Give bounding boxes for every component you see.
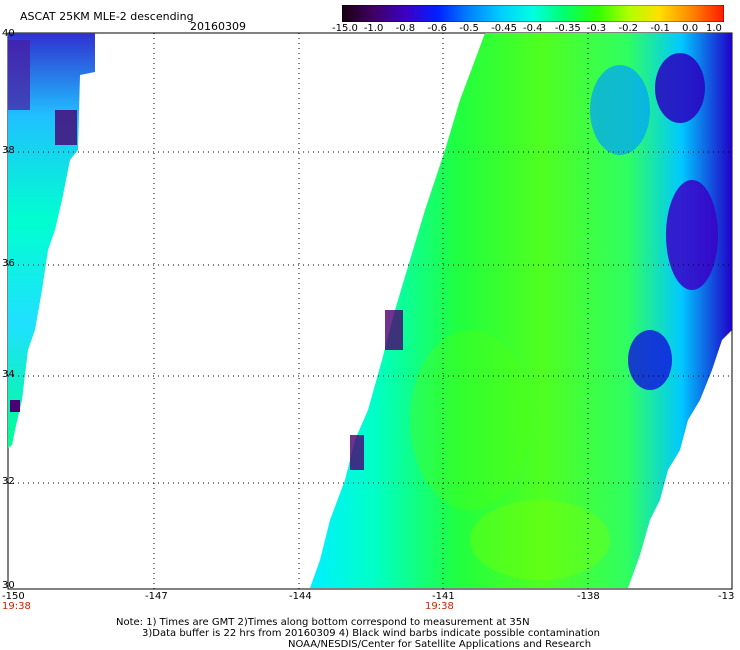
y-tick-label: 36 (2, 258, 15, 269)
map-title: ASCAT 25KM MLE-2 descending (20, 10, 194, 23)
colorbar-label: -0.35 (554, 23, 581, 34)
colorbar-label: -15.0 (332, 23, 358, 34)
footnote-line-3: NOAA/NESDIS/Center for Satellite Applica… (288, 639, 592, 650)
y-tick-label: 38 (2, 145, 15, 156)
colorbar-label: -0.5 (459, 23, 479, 34)
y-tick-label: 34 (2, 369, 15, 380)
footnote-line-1: Note: 1) Times are GMT 2)Times along bot… (116, 617, 530, 628)
colorbar-label: -0.2 (618, 23, 639, 34)
x-tick-label: -141 (432, 591, 455, 602)
colorbar-label: -0.45 (491, 23, 518, 34)
pass-time-left: 19:38 (2, 601, 31, 612)
x-tick-label: -138 (577, 591, 600, 602)
colorbar-label: 0.0 (682, 23, 699, 34)
footnote-line-2: 3)Data buffer is 22 hrs from 20160309 4)… (142, 628, 600, 639)
colorbar-label: -0.1 (650, 23, 670, 34)
colorbar-label: 1.0 (706, 23, 722, 34)
y-tick-label: 40 (2, 28, 15, 39)
pass-time-right: 19:38 (425, 601, 454, 612)
colorbar-label: -0.6 (427, 23, 448, 34)
right-swath (310, 33, 732, 588)
y-tick-label: 32 (2, 476, 15, 487)
x-tick-label: -150 (2, 591, 25, 602)
map-date: 20160309 (190, 20, 246, 33)
x-tick-label: -13 (718, 591, 735, 602)
x-tick-label: -147 (145, 591, 168, 602)
colorbar-swatches (342, 5, 724, 22)
colorbar-label: -1.0 (363, 23, 384, 34)
y-tick-label: 30 (2, 580, 15, 591)
colorbar-label: -0.8 (395, 23, 416, 34)
gridlines (8, 33, 732, 589)
colorbar-label: -0.4 (523, 23, 543, 34)
left-swath (8, 33, 95, 448)
x-tick-label: -144 (289, 591, 312, 602)
colorbar-label: -0.3 (586, 23, 607, 34)
